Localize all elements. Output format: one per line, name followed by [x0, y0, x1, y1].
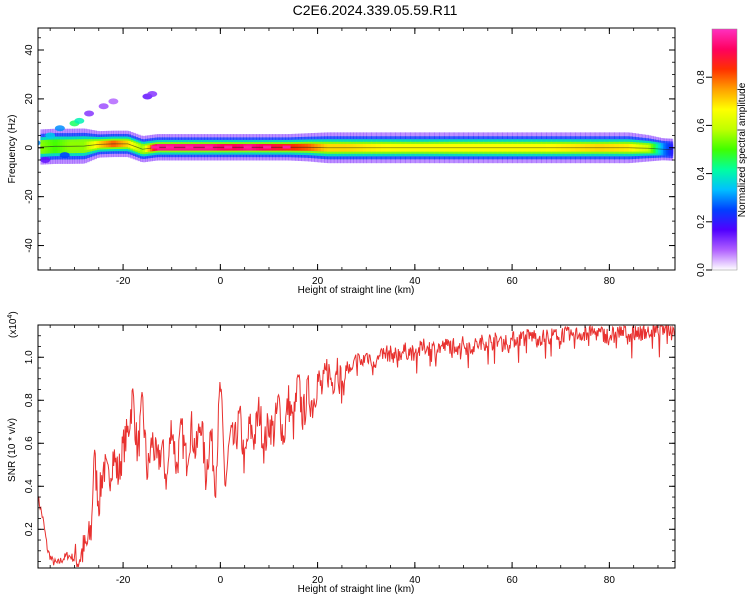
- heatmap-blob: [108, 98, 119, 105]
- svg-text:0.6: 0.6: [696, 118, 707, 132]
- svg-text:0.2: 0.2: [696, 214, 707, 228]
- spectrogram-x-axis-label: Height of straight line (km): [298, 285, 415, 296]
- x-tick-label: 60: [507, 575, 519, 586]
- snr-multiplier-prefix: (x10: [8, 318, 19, 338]
- svg-text:0.0: 0.0: [696, 263, 707, 277]
- snr-series-line: [38, 325, 675, 568]
- heatmap-peak: [263, 145, 272, 149]
- page-title: C2E6.2024.339.05.59.R11: [292, 2, 458, 18]
- colorbar-tick: 0.2: [696, 214, 712, 229]
- y-tick-label: 0.8: [24, 393, 35, 407]
- colorbar: 0.0 0.2 0.4 0.6 0.8 Normalized spectral ampl…: [696, 28, 748, 277]
- heatmap-ridge-line: [40, 143, 673, 151]
- x-tick-label: 80: [604, 575, 616, 586]
- spectrogram-panel: -20 0 20 40 60 80 -40 -20 0 20 40 Height of strai…: [7, 27, 676, 296]
- x-tick-label: -20: [116, 575, 131, 586]
- snr-multiplier-suffix: ): [8, 311, 19, 314]
- colorbar-tick: 0.6: [696, 118, 712, 132]
- x-tick-label: 20: [312, 276, 324, 287]
- x-tick-label: 40: [409, 575, 421, 586]
- snr-y-ticks: 0.2 0.4 0.6 0.8 1.0: [24, 335, 675, 562]
- y-tick-label: 0.4: [24, 479, 35, 493]
- x-tick-label: 80: [604, 276, 616, 287]
- heatmap-peak: [224, 145, 233, 149]
- spectrogram-frame: [37, 27, 676, 271]
- snr-panel: -20 0 20 40 60 80 0.2 0.4 0.6 0.8 1.0 Height of s…: [7, 311, 676, 595]
- y-tick-label: -20: [24, 189, 35, 204]
- y-tick-label: 0.6: [24, 436, 35, 450]
- svg-text:0.8: 0.8: [696, 70, 707, 84]
- snr-frame: [37, 324, 676, 569]
- heatmap-peak: [151, 145, 160, 149]
- heatmap-blob: [38, 140, 41, 146]
- spectrogram-y-axis-label: Frequency (Hz): [7, 115, 18, 184]
- colorbar-label: Normalized spectral amplitude: [737, 82, 748, 217]
- svg-text:(x104): (x104): [7, 311, 19, 338]
- y-tick-label: 0.2: [24, 522, 35, 536]
- colorbar-tick: 0.8: [696, 70, 712, 84]
- x-tick-label: -20: [116, 276, 131, 287]
- y-tick-label: 0: [24, 145, 35, 151]
- spectrogram-y-ticks: -40 -20 0 20 40: [24, 37, 675, 271]
- y-tick-label: -40: [24, 238, 35, 253]
- heatmap-blob: [147, 91, 158, 97]
- y-tick-label: 1.0: [24, 350, 35, 364]
- snr-y-axis-label: SNR (10 * v/v): [7, 418, 18, 482]
- heatmap-peak: [282, 145, 291, 149]
- colorbar-tick: 0.4: [696, 166, 712, 181]
- heatmap-blob: [84, 110, 95, 117]
- snr-y-multiplier: (x104): [7, 311, 19, 338]
- x-tick-label: 20: [312, 575, 324, 586]
- heatmap-blob: [45, 132, 56, 139]
- heatmap-peak: [204, 145, 213, 149]
- x-tick-label: 40: [409, 276, 421, 287]
- x-tick-label: 0: [218, 575, 224, 586]
- heatmap-blob: [98, 103, 109, 110]
- heatmap-peak: [243, 145, 252, 149]
- colorbar-gradient: [711, 28, 738, 271]
- y-tick-label: 40: [24, 44, 35, 56]
- svg-text:0.4: 0.4: [696, 166, 707, 180]
- spectrogram-heatmap: [38, 91, 674, 165]
- colorbar-ticks: 0.0 0.2 0.4 0.6 0.8: [696, 70, 712, 277]
- x-tick-label: 0: [218, 276, 224, 287]
- spectrogram-x-ticks: -20 0 20 40 60 80: [49, 28, 659, 287]
- colorbar-tick: 0.0: [696, 263, 712, 277]
- heatmap-blob: [74, 117, 85, 124]
- y-tick-label: 20: [24, 93, 35, 105]
- heatmap-blob: [59, 152, 70, 159]
- heatmap-blob: [54, 125, 65, 132]
- heatmap-peak: [185, 145, 194, 149]
- heatmap-blob: [40, 157, 51, 163]
- snr-x-ticks: -20 0 20 40 60 80: [49, 325, 659, 586]
- x-tick-label: 60: [507, 276, 519, 287]
- snr-multiplier-exponent: 4: [7, 315, 14, 319]
- heatmap-peak: [165, 145, 174, 149]
- snr-x-axis-label: Height of straight line (km): [298, 584, 415, 595]
